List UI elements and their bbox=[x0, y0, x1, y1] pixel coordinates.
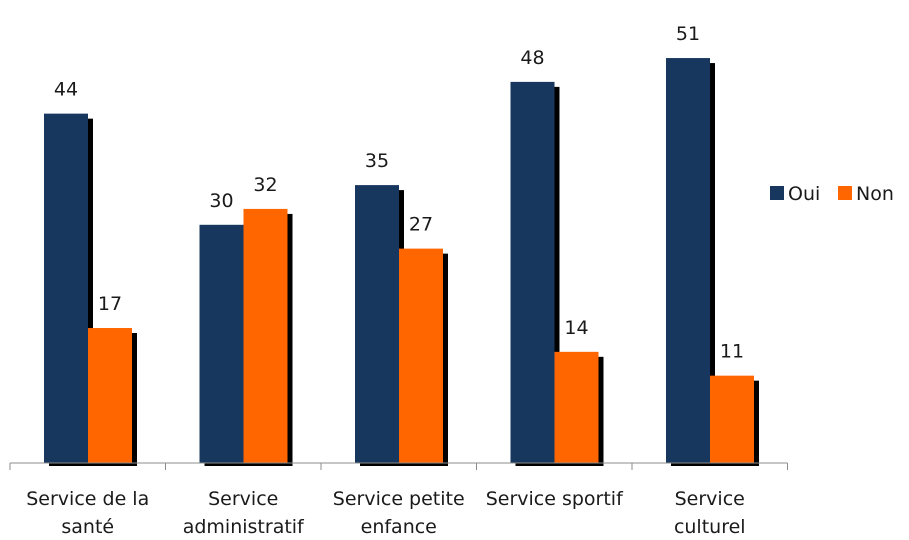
legend-label-non: Non bbox=[856, 183, 894, 205]
legend: Oui Non bbox=[770, 183, 894, 205]
category-label-3: Service sportif bbox=[486, 488, 624, 510]
category-label-2: Service petite enfance bbox=[333, 488, 465, 538]
legend-label-oui: Oui bbox=[788, 183, 820, 205]
data-label-oui-1: 30 bbox=[209, 190, 233, 212]
plot-area: 44 17 30 32 35 27 48 14 51 11 bbox=[44, 23, 759, 467]
data-label-oui-3: 48 bbox=[520, 47, 544, 69]
bar-non-0 bbox=[88, 328, 132, 463]
data-label-oui-4: 51 bbox=[676, 23, 700, 45]
category-label-4: Service culturel bbox=[674, 488, 746, 538]
legend-swatch-non bbox=[838, 186, 852, 200]
bar-oui-0 bbox=[44, 113, 88, 463]
data-label-non-2: 27 bbox=[409, 214, 433, 236]
legend-swatch-oui bbox=[770, 186, 784, 200]
data-label-non-0: 17 bbox=[98, 293, 122, 315]
bar-non-3 bbox=[554, 351, 599, 463]
bar-oui-2 bbox=[355, 185, 399, 463]
x-axis: Service de la santé Service administratif Se… bbox=[9, 462, 788, 538]
bar-non-1 bbox=[243, 208, 288, 463]
bar-oui-4 bbox=[666, 58, 710, 464]
bar-non-4 bbox=[710, 375, 754, 463]
data-label-non-4: 11 bbox=[720, 341, 744, 363]
data-label-oui-2: 35 bbox=[365, 150, 389, 172]
bar-oui-1 bbox=[199, 224, 244, 463]
bar-oui-3 bbox=[510, 81, 555, 463]
data-label-non-3: 14 bbox=[564, 317, 588, 339]
bar-non-2 bbox=[399, 248, 443, 463]
category-label-1: Service administratif bbox=[183, 488, 305, 538]
category-label-0: Service de la santé bbox=[26, 488, 149, 538]
data-label-non-1: 32 bbox=[253, 174, 277, 196]
data-label-oui-0: 44 bbox=[54, 79, 78, 101]
